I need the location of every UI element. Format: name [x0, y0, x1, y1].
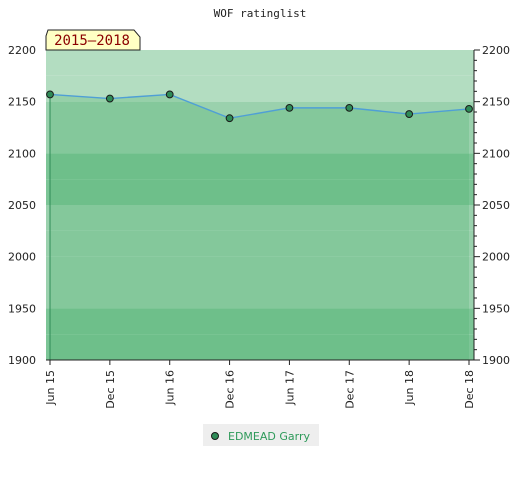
x-tick-label: Jun 15 — [44, 370, 57, 406]
period-badge-bg — [45, 29, 141, 51]
band — [46, 179, 474, 205]
y-tick-label-left: 1900 — [8, 354, 36, 367]
band — [46, 50, 474, 76]
series-line — [49, 93, 470, 119]
period-badge: 2015–2018 — [45, 29, 141, 51]
legend-marker — [211, 432, 219, 440]
y-tick-label-left: 2100 — [8, 147, 36, 160]
legend[interactable]: EDMEAD Garry — [203, 424, 319, 446]
rating-markers — [46, 90, 473, 123]
band — [46, 205, 474, 231]
y-tick-label-left: 2150 — [8, 96, 36, 109]
y-tick-label-left: 2200 — [8, 44, 36, 57]
band — [46, 256, 474, 283]
band — [46, 153, 474, 180]
chart-title: WOF ratinglist — [214, 7, 307, 20]
band — [46, 282, 474, 309]
x-axis: Jun 15 Dec 15 Jun 16 Dec 16 Jun 17 Dec 17 Jun … — [44, 359, 476, 409]
y-tick-label-left: 1950 — [8, 302, 36, 315]
rating-area — [49, 93, 470, 360]
band — [46, 334, 474, 360]
y-tick-label-right: 2150 — [482, 96, 510, 109]
x-tick-label: Jun 16 — [164, 370, 177, 406]
data-point[interactable] — [405, 110, 414, 118]
band — [46, 308, 474, 335]
y-tick-label-right: 2200 — [482, 44, 510, 57]
period-label: 2015–2018 — [54, 33, 130, 49]
x-tick-label: Jun 18 — [403, 370, 416, 406]
x-tick-label: Dec 15 — [104, 370, 117, 409]
data-point[interactable] — [105, 94, 114, 103]
rating-bands — [46, 50, 474, 360]
y-tick-label-right: 1950 — [482, 302, 510, 315]
y-tick-label-right: 2000 — [482, 251, 510, 264]
data-point[interactable] — [345, 103, 354, 112]
x-tick-label: Dec 17 — [343, 370, 356, 409]
data-point[interactable] — [165, 90, 174, 99]
data-point[interactable] — [465, 105, 473, 113]
y-axis-right: 1900 1950 2000 2050 2100 2150 2200 — [473, 44, 510, 367]
x-tick-label: Dec 16 — [224, 370, 237, 409]
y-tick-label-right: 2100 — [482, 147, 510, 160]
x-tick-label: Dec 18 — [463, 370, 476, 409]
data-point[interactable] — [225, 114, 234, 123]
y-tick-label-left: 2000 — [8, 251, 36, 264]
band — [46, 101, 474, 128]
data-point[interactable] — [285, 103, 294, 112]
y-tick-label-right: 2050 — [482, 199, 510, 212]
band — [46, 230, 474, 257]
series-area — [50, 94, 469, 360]
x-tick-label: Jun 17 — [283, 370, 296, 406]
y-axis-left: 1900 1950 2000 2050 2100 2150 2200 — [8, 44, 36, 367]
data-point[interactable] — [46, 90, 54, 99]
band — [46, 127, 474, 154]
legend-bg — [203, 424, 319, 446]
y-tick-label-right: 1900 — [482, 354, 510, 367]
y-tick-label-left: 2050 — [8, 199, 36, 212]
legend-label: EDMEAD Garry — [228, 430, 310, 443]
